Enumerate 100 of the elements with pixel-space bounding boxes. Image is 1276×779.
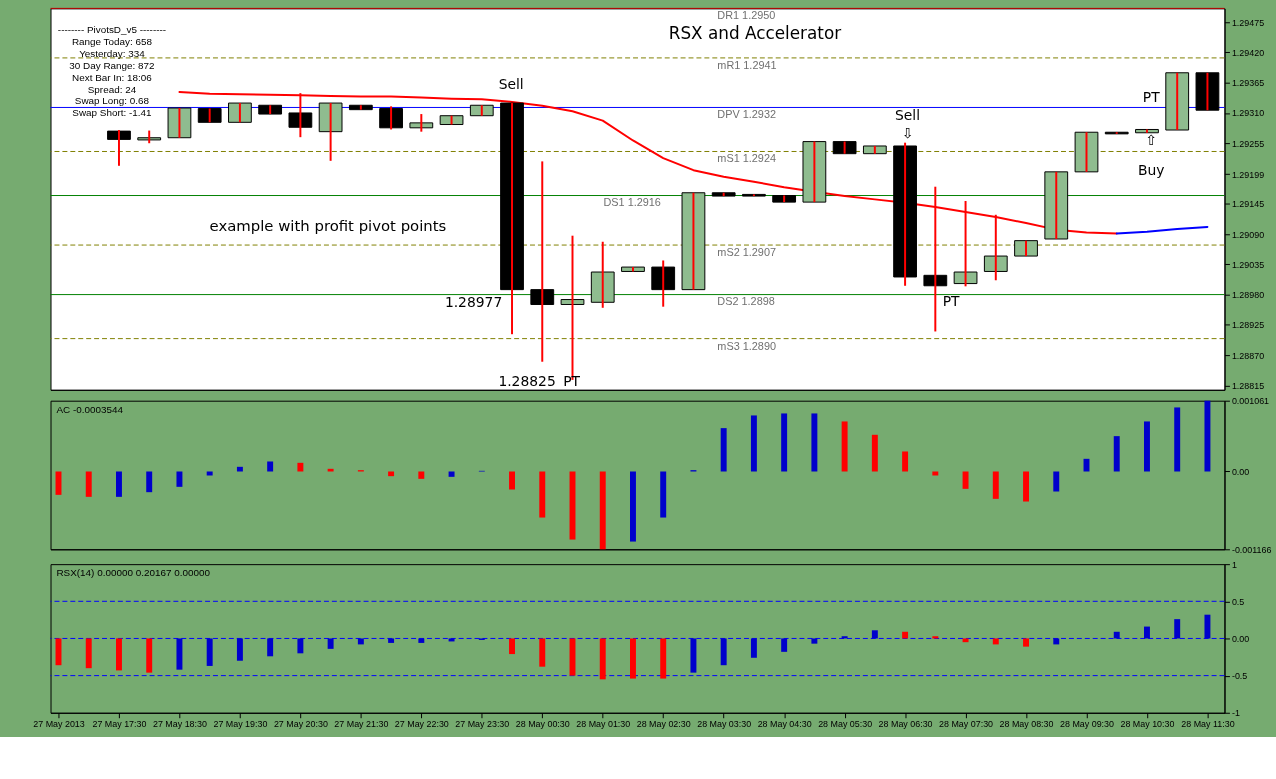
candlestick <box>590 240 615 309</box>
y-tick-label: -1 <box>1231 708 1240 719</box>
candlestick <box>167 107 192 139</box>
candlestick <box>1104 131 1129 135</box>
bar <box>841 421 848 472</box>
ref-line-label: mS3 1.2890 <box>717 339 776 352</box>
annotation: Sell <box>894 107 920 124</box>
bar <box>116 638 122 671</box>
chart-title: AC -0.0003544 <box>56 403 124 415</box>
bar <box>1143 421 1150 472</box>
bar <box>267 461 274 472</box>
candlestick <box>409 113 434 133</box>
candlestick <box>197 107 222 124</box>
bar <box>539 471 546 518</box>
candlestick <box>228 102 252 124</box>
bar <box>267 638 274 657</box>
bar <box>902 451 909 472</box>
x-tick-label: 28 May 03:30 <box>697 719 752 730</box>
candlestick <box>681 191 706 291</box>
bar <box>660 471 667 518</box>
ref-line-label: mS1 1.2924 <box>717 152 776 165</box>
x-tick-label: 27 May 23:30 <box>455 719 510 730</box>
ref-line-label: DR1 1.2950 <box>717 9 776 22</box>
ref-line-label: mR1 1.2941 <box>717 58 777 71</box>
bar <box>660 638 667 679</box>
y-tick-label: 1.29199 <box>1231 169 1265 180</box>
bar <box>1113 436 1120 472</box>
x-tick-label: 28 May 07:30 <box>939 719 994 730</box>
bar <box>1023 638 1029 647</box>
x-tick-label: 27 May 19:30 <box>213 719 268 730</box>
y-tick-label: 1.28870 <box>1231 350 1265 361</box>
bar <box>781 638 788 652</box>
bar <box>720 638 727 666</box>
y-tick-label: 1.29365 <box>1231 78 1265 89</box>
ref-line-label: mS2 1.2907 <box>717 245 776 258</box>
candlestick <box>348 104 373 111</box>
candlestick <box>802 140 827 204</box>
y-tick-label: 1.29145 <box>1231 199 1265 210</box>
x-tick-label: 28 May 01:30 <box>576 719 631 730</box>
bar <box>871 630 878 639</box>
y-tick-label: 0.00 <box>1231 466 1250 477</box>
y-tick-label: 1.28925 <box>1231 320 1265 331</box>
x-tick-label: 28 May 10:30 <box>1120 719 1175 730</box>
bar <box>1174 407 1181 472</box>
candlestick <box>1195 71 1220 112</box>
y-tick-label: 1.29255 <box>1231 138 1265 149</box>
candlestick <box>318 102 343 162</box>
bar <box>509 471 515 490</box>
candlestick <box>651 259 676 308</box>
line-series <box>1115 225 1209 235</box>
bar <box>932 636 939 639</box>
x-tick-label: 27 May 2013 <box>33 719 85 730</box>
x-tick-label: 27 May 17:30 <box>92 719 147 730</box>
bar <box>811 638 818 644</box>
x-tick-label: 28 May 02:30 <box>636 719 691 730</box>
x-tick-label: 27 May 20:30 <box>273 719 328 730</box>
x-tick-label: 27 May 18:30 <box>152 719 207 730</box>
bar <box>690 638 697 673</box>
bar <box>418 471 425 479</box>
bar <box>1053 638 1060 645</box>
candlestick <box>469 104 494 117</box>
x-tick-label: 27 May 22:30 <box>394 719 449 730</box>
bar <box>599 471 606 550</box>
annotation: PT <box>942 292 960 309</box>
bar <box>176 638 183 670</box>
bar <box>871 434 878 472</box>
annotation: Yesterday: 334 <box>79 47 146 59</box>
annotation: Sell <box>498 75 524 92</box>
ref-line-label: DS1 1.2916 <box>603 196 661 209</box>
bar <box>448 638 455 642</box>
candlestick <box>107 129 131 167</box>
candlestick <box>439 114 464 126</box>
bar <box>297 462 304 472</box>
bar <box>811 413 818 472</box>
bar <box>630 638 636 679</box>
annotation: example with profit pivot points <box>209 217 447 236</box>
bar <box>962 471 969 489</box>
y-tick-label: 1.29420 <box>1231 47 1265 58</box>
bar <box>539 638 546 667</box>
candlestick <box>137 129 162 145</box>
text: RSX and Accelerator <box>668 23 842 44</box>
bar <box>992 471 999 499</box>
bar <box>630 471 636 542</box>
candlestick <box>1014 239 1038 258</box>
x-tick-label: 27 May 21:30 <box>334 719 389 730</box>
candlestick <box>530 160 555 363</box>
annotation: Swap Long: 0.68 <box>74 95 150 107</box>
x-tick-label: 28 May 09:30 <box>1060 719 1115 730</box>
y-tick-label: 1 <box>1231 559 1237 570</box>
x-tick-label: 28 May 08:30 <box>999 719 1054 730</box>
bar <box>599 638 606 680</box>
bar <box>902 631 909 639</box>
annotation: Buy <box>1137 161 1165 178</box>
bar <box>1174 619 1181 639</box>
bar <box>1113 631 1120 639</box>
annotation: ⇩ <box>901 125 914 142</box>
bar <box>1143 626 1150 639</box>
y-tick-label: -0.5 <box>1231 671 1248 682</box>
bar <box>509 638 515 655</box>
bar <box>236 638 243 661</box>
